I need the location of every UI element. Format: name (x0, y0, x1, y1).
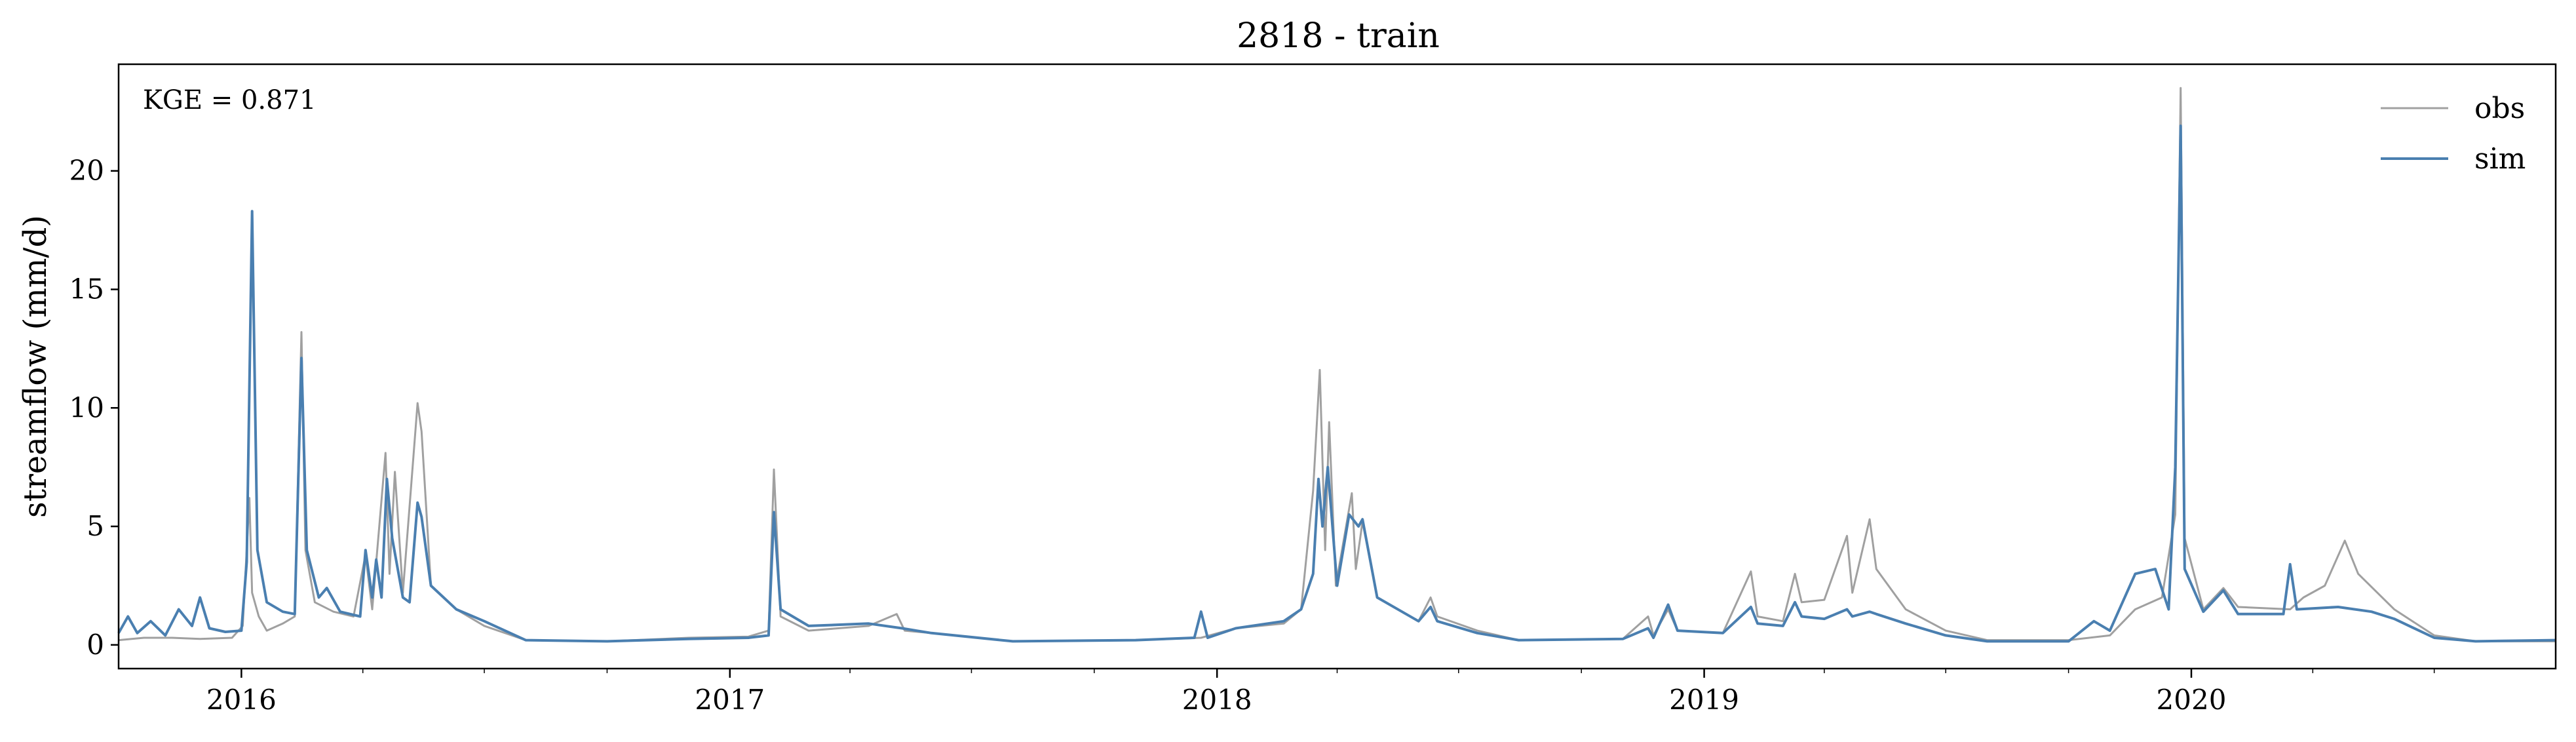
kge-annotation: KGE = 0.871 (143, 85, 317, 115)
x-tick-label: 2017 (695, 684, 765, 716)
x-tick-label: 2019 (1669, 684, 1739, 716)
y-tick-label: 20 (69, 155, 104, 187)
series-line-obs (118, 87, 2556, 642)
legend: obs sim (2381, 92, 2526, 176)
x-axis: 2016 2017 2018 2019 2020 (206, 669, 2435, 716)
y-axis-label: streamflow (mm/d) (17, 215, 54, 518)
legend-label-obs: obs (2474, 92, 2525, 125)
y-axis: 0 5 10 15 20 (69, 155, 119, 661)
y-tick-label: 0 (87, 629, 104, 661)
x-tick-label: 2018 (1182, 684, 1252, 716)
series-line-sim (117, 125, 2556, 643)
plot-area (117, 87, 2556, 643)
legend-label-sim: sim (2474, 142, 2526, 176)
y-tick-label: 10 (69, 391, 104, 423)
y-tick-label: 5 (87, 510, 104, 542)
x-tick-label: 2020 (2157, 684, 2227, 716)
chart-title: 2818 - train (1237, 16, 1440, 56)
y-tick-label: 15 (69, 273, 104, 305)
x-tick-label: 2016 (206, 684, 277, 716)
